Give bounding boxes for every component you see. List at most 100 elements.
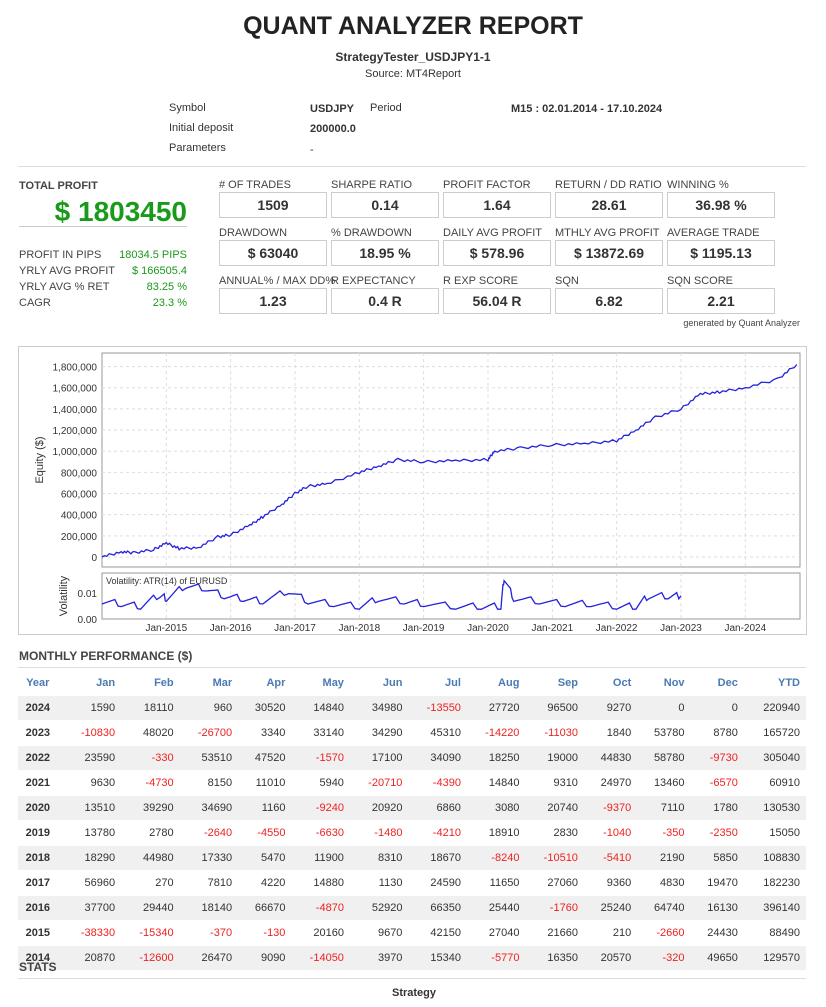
year-cell: 2019 xyxy=(18,820,63,846)
column-header: May xyxy=(322,677,344,689)
month-cell: 27720 xyxy=(466,695,526,721)
x-tick-label: Jan-2023 xyxy=(660,623,702,634)
month-cell: 20160 xyxy=(291,920,350,946)
month-cell: -6630 xyxy=(291,820,350,846)
stats-title: STATS xyxy=(19,960,57,974)
stats-strategy-label: Strategy xyxy=(392,987,437,999)
month-cell: 60910 xyxy=(743,770,806,796)
month-cell: 44830 xyxy=(583,745,638,771)
y-tick-label: 1,400,000 xyxy=(53,405,98,416)
total-row-label: CAGR xyxy=(19,297,51,309)
column-header: Feb xyxy=(154,677,174,689)
year-cell: 2016 xyxy=(18,895,63,921)
month-cell: 27040 xyxy=(466,920,526,946)
month-cell: -1040 xyxy=(583,820,638,846)
column-header: Nov xyxy=(663,677,685,689)
x-tick-label: Jan-2017 xyxy=(274,623,316,634)
total-row-label: PROFIT IN PIPS xyxy=(19,249,102,261)
month-cell: -14220 xyxy=(466,720,526,746)
month-cell: 270 xyxy=(121,870,180,896)
month-cell: -5770 xyxy=(466,945,526,970)
month-cell: -10510 xyxy=(525,845,584,871)
metric-card: WINNING % 36.98 % xyxy=(667,179,777,218)
volatility-legend: Volatility: ATR(14) of EURUSD xyxy=(106,576,228,586)
period-value: M15 : 02.01.2014 - 17.10.2024 xyxy=(511,103,663,115)
month-cell: 210 xyxy=(583,920,638,946)
metric-label: R EXP SCORE xyxy=(443,275,518,287)
month-cell: 8310 xyxy=(349,845,409,871)
month-cell: 18250 xyxy=(466,745,526,771)
metric-value: 28.61 xyxy=(555,192,663,218)
metric-card: DRAWDOWN $ 63040 xyxy=(219,227,329,266)
month-cell: 9360 xyxy=(583,870,638,896)
deposit-value: 200000.0 xyxy=(310,123,356,135)
month-cell: 24430 xyxy=(690,920,744,946)
month-cell: -6570 xyxy=(690,770,744,796)
month-cell: 11650 xyxy=(466,870,526,896)
month-cell: -38330 xyxy=(62,920,122,946)
month-cell: 5940 xyxy=(291,770,350,796)
month-cell: 18290 xyxy=(62,845,122,871)
year-cell: 2022 xyxy=(18,745,63,771)
metric-label: DAILY AVG PROFIT xyxy=(443,227,543,239)
equity-line xyxy=(101,364,798,558)
divider xyxy=(18,978,806,979)
month-cell: 305040 xyxy=(743,745,806,771)
x-tick-label: Jan-2015 xyxy=(145,623,187,634)
month-cell: 130530 xyxy=(743,795,806,821)
metric-card: R EXP SCORE 56.04 R xyxy=(443,275,553,314)
month-cell: 19000 xyxy=(525,745,584,771)
y-tick-label: 600,000 xyxy=(61,490,98,501)
month-cell: -320 xyxy=(637,945,691,970)
month-cell: 396140 xyxy=(743,895,806,921)
month-cell: 13510 xyxy=(62,795,122,821)
month-cell: -11030 xyxy=(525,720,584,746)
month-cell: 18140 xyxy=(179,895,239,921)
metric-card: ANNUAL% / MAX DD% 1.23 xyxy=(219,275,335,314)
month-cell: -2350 xyxy=(690,820,744,846)
month-cell: -4390 xyxy=(408,770,467,796)
metric-value: $ 1195.13 xyxy=(667,240,775,266)
month-cell: 7110 xyxy=(637,795,691,821)
month-cell: 4830 xyxy=(637,870,691,896)
month-cell: 15340 xyxy=(408,945,467,970)
x-tick-label: Jan-2019 xyxy=(403,623,445,634)
strategy-name: StrategyTester_USDJPY1-1 xyxy=(335,50,491,64)
month-cell: 16350 xyxy=(525,945,584,970)
month-cell: 220940 xyxy=(743,695,806,721)
year-cell: 2015 xyxy=(18,920,63,946)
month-cell: 1780 xyxy=(690,795,744,821)
year-cell: 2014 xyxy=(18,945,63,970)
metric-label: SHARPE RATIO xyxy=(331,179,413,191)
metric-value: 56.04 R xyxy=(443,288,551,314)
metric-label: SQN xyxy=(555,275,579,287)
month-cell: 47520 xyxy=(238,745,292,771)
month-cell: 1590 xyxy=(62,695,122,721)
metric-value: $ 13872.69 xyxy=(555,240,663,266)
month-cell: 7810 xyxy=(179,870,239,896)
metric-value: 0.14 xyxy=(331,192,439,218)
month-cell: -4870 xyxy=(291,895,350,921)
month-cell: 66350 xyxy=(408,895,467,921)
y-tick-label: 0 xyxy=(91,553,97,564)
month-cell: 9310 xyxy=(525,770,584,796)
equity-chart: 0 200,000 400,000 600,000 800,000 1,000,000 1,… xyxy=(34,352,801,634)
divider xyxy=(19,226,187,227)
month-cell: 66670 xyxy=(238,895,292,921)
month-cell: 11900 xyxy=(291,845,350,871)
table-row: 2015 -38330 -15340 -370 -130 20160 9670 42150 27… xyxy=(18,920,806,946)
month-cell: 20870 xyxy=(62,945,122,970)
metric-card: RETURN / DD RATIO 28.61 xyxy=(555,179,665,218)
month-cell: 8780 xyxy=(690,720,744,746)
metric-value: 2.21 xyxy=(667,288,775,314)
metric-label: DRAWDOWN xyxy=(219,227,288,239)
metric-value: 6.82 xyxy=(555,288,663,314)
month-cell: 25440 xyxy=(466,895,526,921)
month-cell: 18110 xyxy=(121,695,180,721)
month-cell: 8150 xyxy=(179,770,239,796)
metric-label: R EXPECTANCY xyxy=(331,275,416,287)
month-cell: 24590 xyxy=(408,870,467,896)
month-cell: 18670 xyxy=(408,845,467,871)
column-header: Jul xyxy=(445,677,461,689)
month-cell: 3340 xyxy=(238,720,292,746)
